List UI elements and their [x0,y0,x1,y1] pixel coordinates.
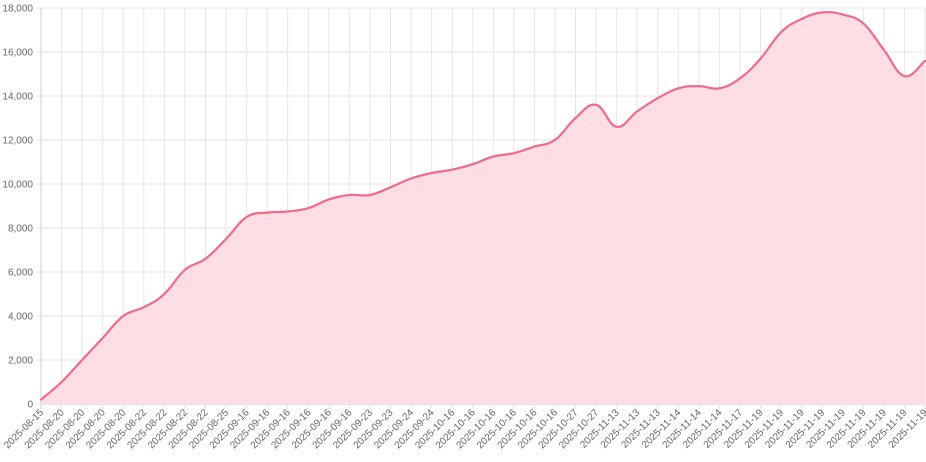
y-tick-label: 18,000 [2,4,33,15]
y-tick-label: 0 [27,400,33,411]
series-area [41,12,925,405]
y-tick-label: 8,000 [8,224,33,235]
series-layer [39,10,926,405]
y-tick-label: 10,000 [2,180,33,191]
x-axis: 2025-08-152025-08-202025-08-202025-08-20… [2,407,926,451]
y-tick-label: 6,000 [8,268,33,279]
y-tick-label: 12,000 [2,136,33,147]
y-tick-label: 16,000 [2,48,33,59]
y-tick-label: 2,000 [8,356,33,367]
y-tick-label: 4,000 [8,312,33,323]
series-line [39,10,926,401]
y-axis: 0 2,000 4,000 6,000 8,000 10,000 12,000 14,000 1… [2,4,33,411]
y-tick-label: 14,000 [2,92,33,103]
